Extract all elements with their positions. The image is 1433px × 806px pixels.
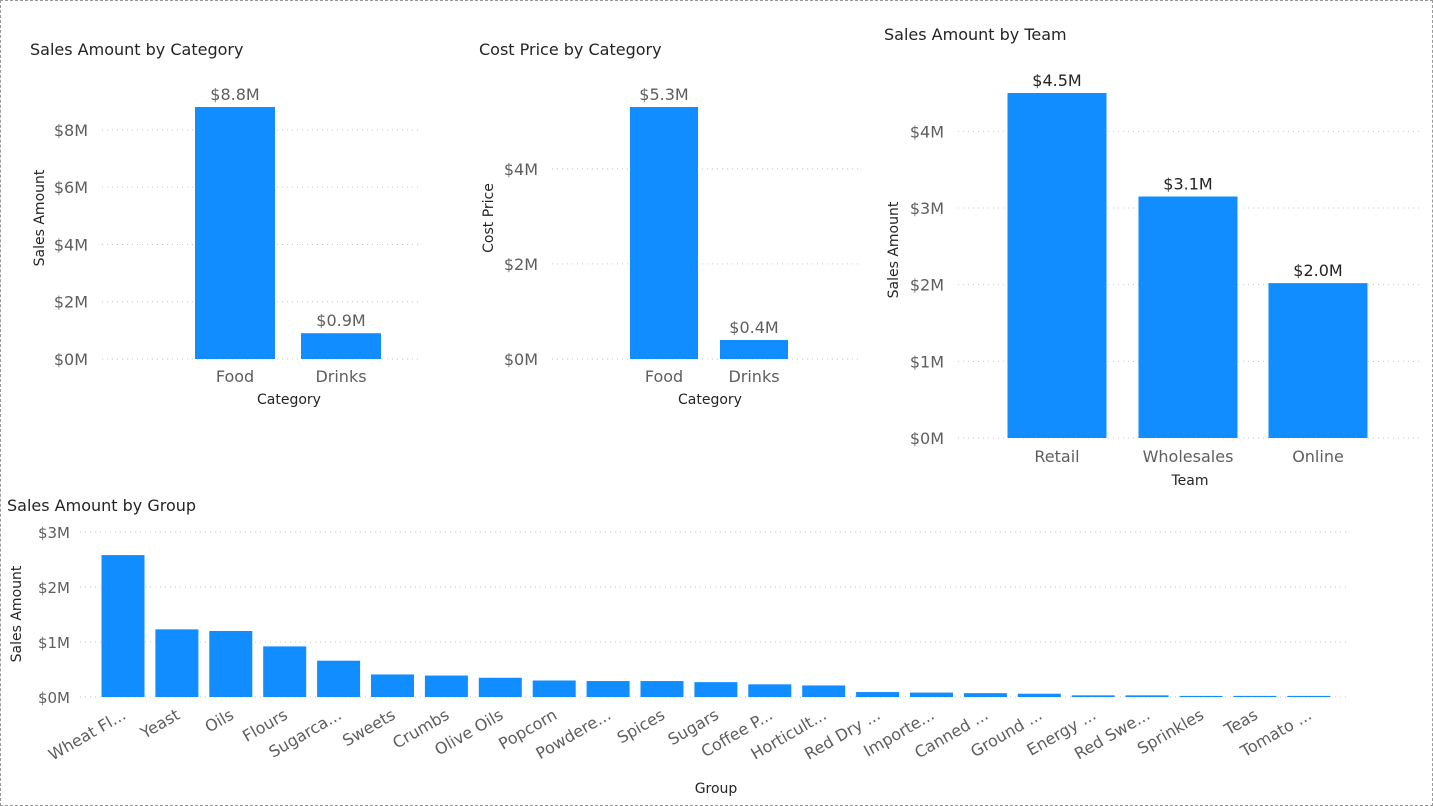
chart-title: Sales Amount by Group xyxy=(7,496,197,515)
x-tick-label: Retail xyxy=(1034,447,1079,466)
bar[interactable] xyxy=(720,339,788,359)
bar[interactable] xyxy=(963,693,1007,697)
chart-title: Sales Amount by Category xyxy=(30,40,244,59)
x-axis-title: Category xyxy=(257,392,321,408)
bar[interactable] xyxy=(1287,695,1331,697)
y-tick-label: $2M xyxy=(38,579,70,597)
y-tick-label: $4M xyxy=(504,160,538,179)
y-tick-label: $4M xyxy=(54,235,88,254)
bar[interactable] xyxy=(802,685,846,697)
bar[interactable] xyxy=(424,675,468,697)
y-axis-title: Cost Price xyxy=(481,183,497,253)
y-tick-label: $1M xyxy=(910,352,944,371)
bar[interactable] xyxy=(1007,93,1107,438)
data-label: $0.9M xyxy=(316,311,365,330)
y-tick-label: $3M xyxy=(38,524,70,542)
visual-sales-by-group[interactable]: Sales Amount by Group xyxy=(7,496,1427,801)
x-tick-label: Drinks xyxy=(315,367,366,386)
y-tick-label: $0M xyxy=(504,350,538,369)
bar[interactable] xyxy=(209,631,253,697)
data-label: $4.5M xyxy=(1032,71,1081,90)
bar[interactable] xyxy=(1233,695,1277,697)
bar[interactable] xyxy=(195,107,275,359)
data-label: $5.3M xyxy=(639,85,688,104)
bar[interactable] xyxy=(910,692,953,697)
visual-sales-by-team[interactable]: Sales Amount by Team xyxy=(884,25,1424,495)
chart-title: Cost Price by Category xyxy=(479,40,662,59)
bar[interactable] xyxy=(1017,693,1061,697)
bar[interactable] xyxy=(371,674,414,697)
bar[interactable] xyxy=(640,681,684,697)
data-label: $3.1M xyxy=(1163,175,1212,194)
bar[interactable] xyxy=(586,681,630,697)
x-tick-label: Wholesales xyxy=(1143,447,1234,466)
x-axis-title: Category xyxy=(678,392,742,408)
x-axis-title: Group xyxy=(695,781,738,797)
y-axis-title: Sales Amount xyxy=(32,169,48,266)
bar[interactable] xyxy=(1138,196,1238,439)
y-tick-label: $1M xyxy=(38,634,70,652)
bar[interactable] xyxy=(317,660,361,697)
y-tick-label: $3M xyxy=(910,199,944,218)
x-tick-label: Sweets xyxy=(339,705,398,750)
x-tick-label: Food xyxy=(216,367,254,386)
chart-title: Sales Amount by Team xyxy=(884,25,1067,44)
y-axis-title: Sales Amount xyxy=(886,201,902,298)
y-tick-label: $0M xyxy=(910,429,944,448)
data-label: $0.4M xyxy=(729,318,778,337)
bar[interactable] xyxy=(856,692,900,697)
y-tick-label: $2M xyxy=(504,255,538,274)
y-tick-label: $0M xyxy=(38,689,70,707)
bar[interactable] xyxy=(532,680,576,698)
bar[interactable] xyxy=(155,629,199,697)
y-axis-title: Sales Amount xyxy=(9,565,25,662)
bar[interactable] xyxy=(101,555,145,697)
x-axis-title: Team xyxy=(1170,473,1208,489)
x-tick-label: Online xyxy=(1292,447,1344,466)
y-tick-label: $0M xyxy=(54,350,88,369)
visual-sales-by-category[interactable]: Sales Amount by Category xyxy=(30,40,450,420)
y-tick-label: $8M xyxy=(54,121,88,140)
y-tick-label: $2M xyxy=(910,276,944,295)
visual-cost-by-category[interactable]: Cost Price by Category xyxy=(479,40,859,420)
x-tick-label: Wheat Fl... xyxy=(45,705,129,764)
bar[interactable] xyxy=(694,682,738,697)
x-tick-label: Oils xyxy=(201,705,236,736)
bar[interactable] xyxy=(263,646,307,697)
x-tick-label: Yeast xyxy=(136,705,183,743)
y-tick-label: $6M xyxy=(54,178,88,197)
bar[interactable] xyxy=(1125,695,1169,697)
bar[interactable] xyxy=(301,333,381,359)
bar[interactable] xyxy=(630,107,698,359)
bar[interactable] xyxy=(748,684,792,697)
bar[interactable] xyxy=(1268,283,1368,438)
x-tick-label: Spices xyxy=(614,705,668,747)
x-tick-label: Food xyxy=(645,367,683,386)
bar[interactable] xyxy=(478,677,522,697)
data-label: $2.0M xyxy=(1293,261,1342,280)
bar[interactable] xyxy=(1071,695,1115,697)
y-tick-label: $2M xyxy=(54,293,88,312)
y-tick-label: $4M xyxy=(910,122,944,141)
data-label: $8.8M xyxy=(210,85,259,104)
bar[interactable] xyxy=(1179,695,1223,697)
x-tick-label: Drinks xyxy=(728,367,779,386)
